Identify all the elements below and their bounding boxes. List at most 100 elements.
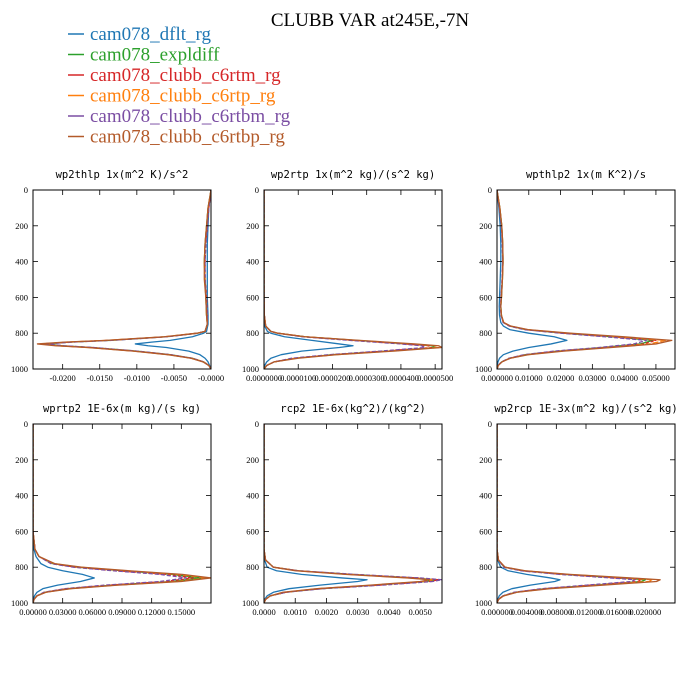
x-tick-label: 0.09000 [108,607,136,617]
y-tick-label: 1000 [11,364,28,374]
y-tick-label: 800 [15,562,28,572]
x-tick-label: 0.0020 [315,607,338,617]
y-tick-label: 1000 [242,598,259,608]
series-group [264,190,442,369]
x-tick-label: 0.016000 [600,607,632,617]
series-group [497,424,661,603]
y-tick-label: 800 [246,328,259,338]
series-line-cam078-dflt-rg [33,424,95,603]
x-tick-label: -0.0000 [198,373,224,383]
y-tick-label: 400 [479,257,492,267]
legend-label: cam078_clubb_c6rtp_rg [90,86,276,107]
x-tick-label: 0.01000 [515,373,543,383]
x-tick-label: 0.000000 [481,607,513,617]
x-tick-label: 0.15000 [168,607,196,617]
x-tick-label: -0.0050 [161,373,187,383]
legend-label: cam078_clubb_c6rtbm_rg [90,106,291,127]
y-tick-label: 200 [246,221,259,231]
legend-label: cam078_clubb_c6rtbp_rg [90,127,285,148]
series-group [497,190,673,369]
x-tick-label: -0.0150 [87,373,113,383]
series-line-cam078-clubb-c6rtp-rg [264,190,440,369]
y-tick-label: 0 [488,419,492,429]
legend-label: cam078_dflt_rg [90,24,212,45]
series-group [264,424,442,603]
x-tick-label: 0.0000100 [280,373,316,383]
y-tick-label: 800 [246,562,259,572]
y-tick-label: 600 [479,292,492,302]
y-tick-label: 0 [24,419,28,429]
y-tick-label: 200 [479,221,492,231]
series-line-cam078-clubb-c6rtbm-rg [497,190,648,369]
x-tick-label: 0.02000 [547,373,575,383]
series-line-cam078-clubb-c6rtbp-rg [497,190,673,369]
legend-item-cam078-dflt-rg: cam078_dflt_rg [68,24,212,45]
y-tick-label: 600 [246,526,259,536]
x-tick-label: 0.000000 [481,373,513,383]
y-tick-label: 0 [24,185,28,195]
x-tick-label: 0.04000 [610,373,638,383]
y-tick-label: 400 [15,257,28,267]
y-tick-label: 400 [246,257,259,267]
panel-title: wprtp2 1E-6x(m kg)/(s kg) [43,403,201,415]
x-tick-label: 0.06000 [79,607,107,617]
y-tick-label: 800 [479,328,492,338]
legend-item-cam078-expldiff: cam078_expldiff [68,45,220,66]
plot-frame [32,189,212,370]
legend-item-cam078-clubb-c6rtm-rg: cam078_clubb_c6rtm_rg [68,65,281,86]
y-tick-label: 800 [479,562,492,572]
panel-rcp2: rcp2 1E-6x(kg^2)/(kg^2) 0 200 400 600 800 1000… [242,403,443,617]
x-tick-label: 0.03000 [49,607,77,617]
series-line-cam078-clubb-c6rtbp-rg [33,424,211,603]
x-tick-label: 0.008000 [540,607,572,617]
series-line-cam078-clubb-c6rtbm-rg [33,424,187,603]
series-line-cam078-dflt-rg [497,190,568,369]
x-tick-label: 0.00000 [19,607,47,617]
x-tick-label: -0.0200 [50,373,76,383]
series-line-cam078-clubb-c6rtm-rg [264,424,440,603]
series-line-cam078-expldiff [497,190,654,369]
x-tick-label: 0.0000500 [417,373,453,383]
series-line-cam078-clubb-c6rtm-rg [497,190,657,369]
x-tick-label: 0.004000 [511,607,543,617]
panel-title: wp2rcp 1E-3x(m^2 kg)/(s^2 kg) [494,403,677,415]
series-line-cam078-expldiff [497,424,646,603]
legend-item-cam078-clubb-c6rtp-rg: cam078_clubb_c6rtp_rg [68,86,276,107]
series-group [33,424,211,603]
y-tick-label: 1000 [11,598,28,608]
y-tick-label: 600 [246,292,259,302]
series-line-cam078-clubb-c6rtp-rg [264,424,434,603]
panel-wp2thlp: wp2thlp 1x(m^2 K)/s^2 0 200 400 600 800 1000 -0… [11,169,224,383]
panel-wprtp2: wprtp2 1E-6x(m kg)/(s kg) 0 200 400 600 800 10… [11,403,212,617]
x-tick-label: -0.0100 [124,373,150,383]
series-line-cam078-clubb-c6rtbm-rg [497,424,636,603]
y-tick-label: 200 [479,455,492,465]
series-line-cam078-clubb-c6rtm-rg [264,190,433,369]
panels: wp2thlp 1x(m^2 K)/s^2 0 200 400 600 800 1000 -0… [11,169,678,617]
y-tick-label: 400 [15,491,28,501]
x-tick-label: 0.0000200 [314,373,350,383]
series-line-cam078-clubb-c6rtbm-rg [264,190,426,369]
x-tick-label: 0.0050 [408,607,431,617]
panel-title: wp2rtp 1x(m^2 kg)/(s^2 kg) [271,169,435,181]
series-line-cam078-clubb-c6rtbp-rg [264,424,431,603]
x-tick-label: 0.05000 [642,373,670,383]
y-tick-label: 1000 [242,364,259,374]
legend-label: cam078_clubb_c6rtm_rg [90,65,281,86]
series-line-cam078-expldiff [264,424,437,603]
y-tick-label: 1000 [475,364,492,374]
series-line-cam078-clubb-c6rtbp-rg [497,424,661,603]
series-line-cam078-clubb-c6rtp-rg [497,424,654,603]
panel-wpthlp2: wpthlp2 1x(m K^2)/s 0 200 400 600 800 10000.00… [475,169,676,383]
x-tick-label: 0.0040 [377,607,400,617]
x-tick-label: 0.0010 [284,607,307,617]
x-tick-label: 0.0000 [252,607,275,617]
plot-frame [263,189,443,370]
y-tick-label: 600 [479,526,492,536]
panel-wp2rcp: wp2rcp 1E-3x(m^2 kg)/(s^2 kg)0 200 400 600 8… [475,403,678,617]
plot-frame [496,189,676,370]
panel-title: rcp2 1E-6x(kg^2)/(kg^2) [280,403,425,415]
y-tick-label: 600 [15,526,28,536]
x-tick-label: 0.012000 [570,607,602,617]
series-line-cam078-dflt-rg [264,424,368,603]
